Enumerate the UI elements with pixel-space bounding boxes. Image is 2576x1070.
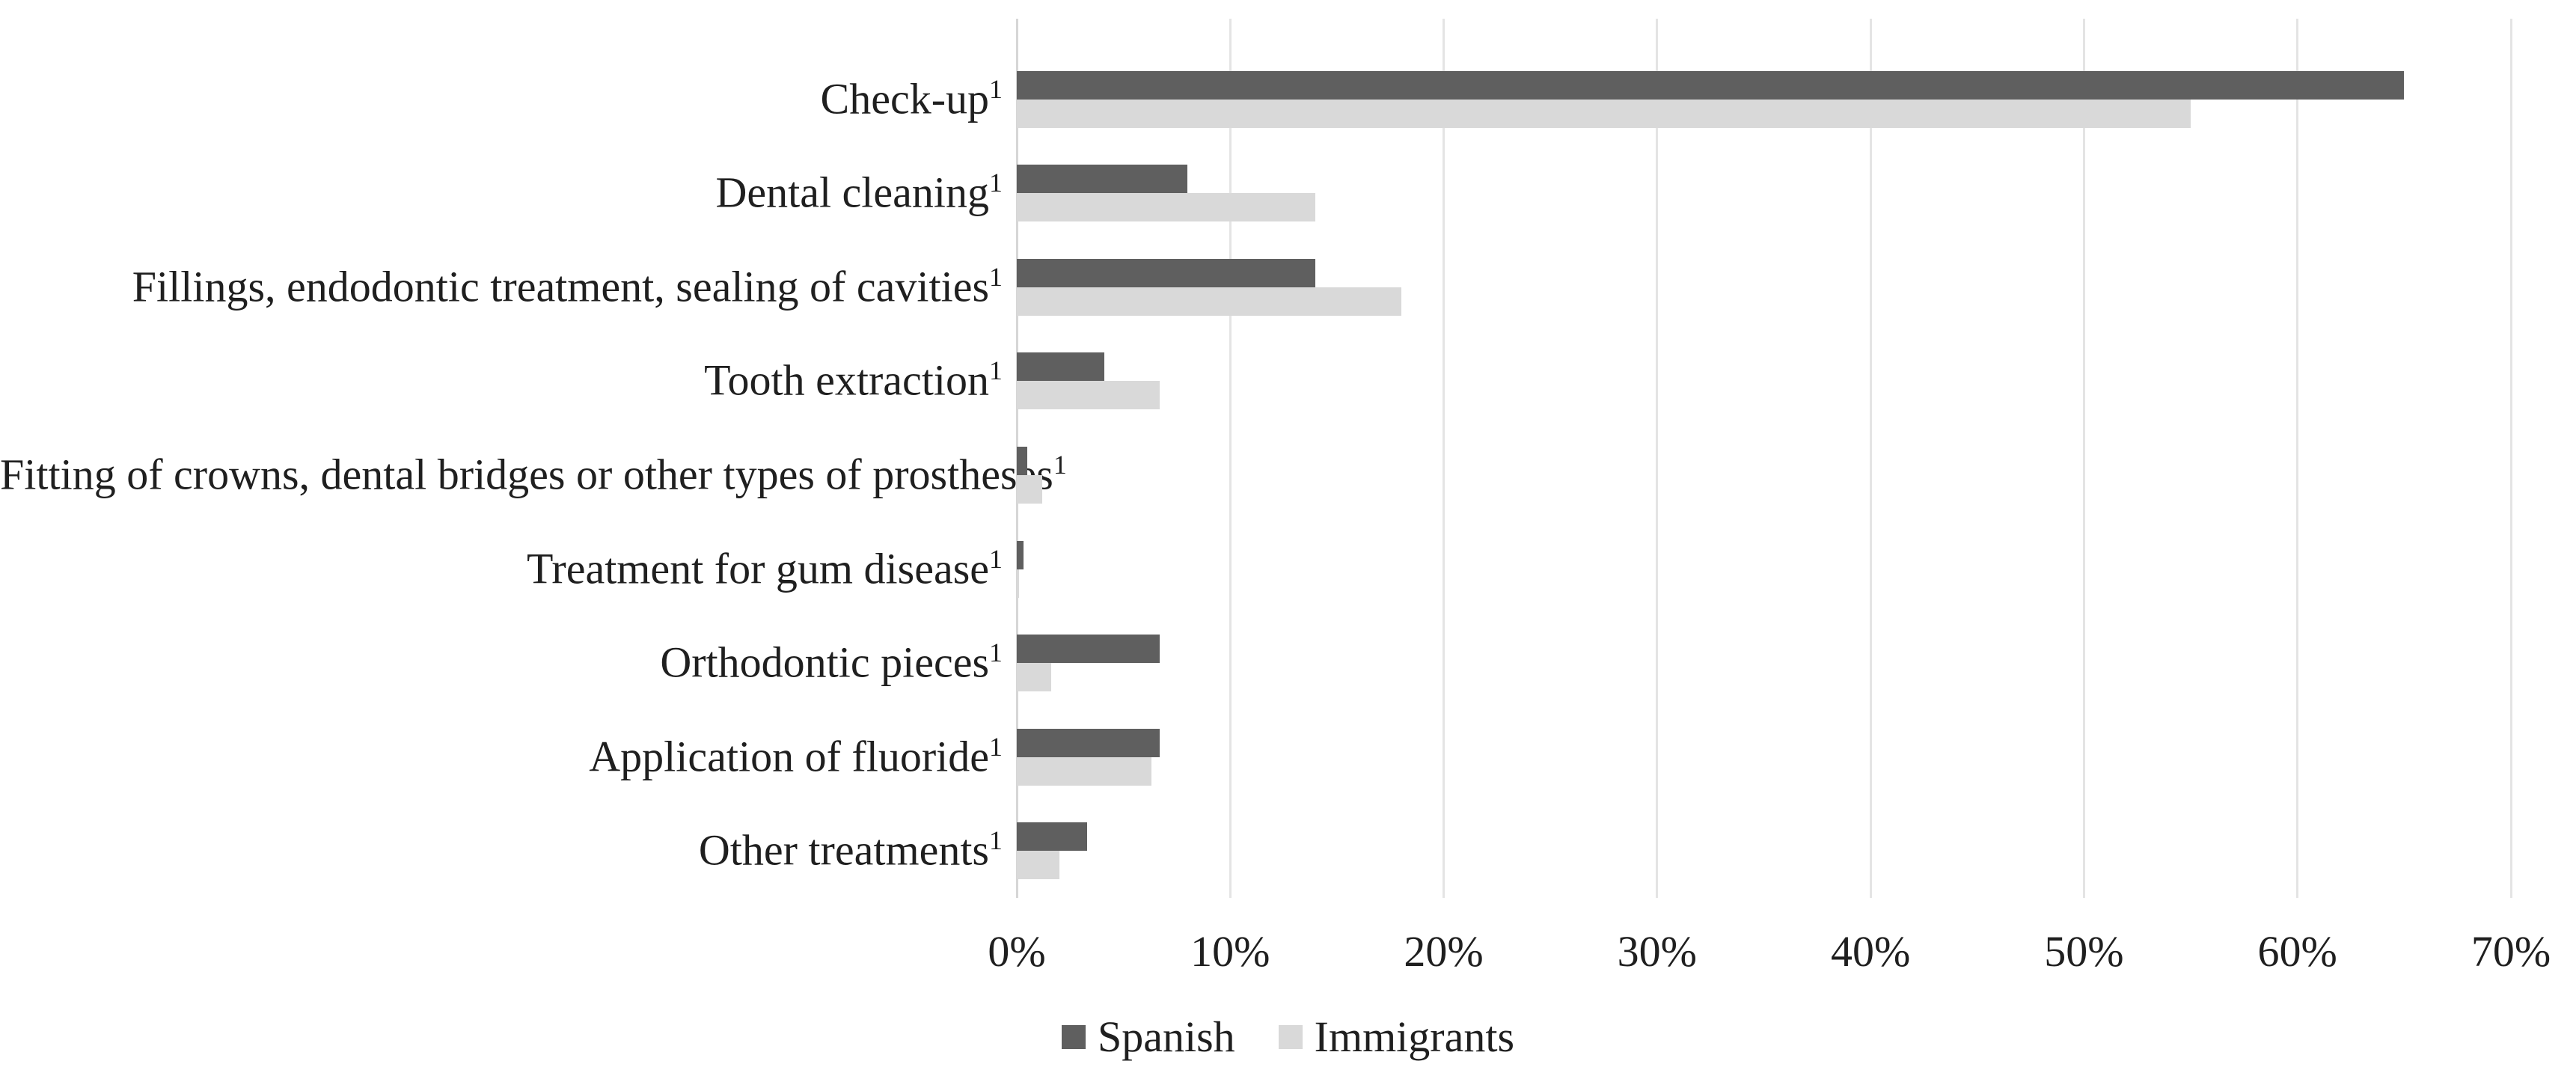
x-gridline [2082,19,2085,898]
footnote-marker: 1 [989,825,1003,856]
bar-immigrants [1017,756,1151,786]
bar-spanish [1017,540,1024,569]
footnote-marker: 1 [989,262,1003,293]
x-tick-label: 60% [2257,927,2337,976]
category-label: Orthodontic pieces1 [660,638,1003,687]
footnote-marker: 1 [989,168,1003,198]
bar-group [1017,635,2511,692]
x-gridline [1869,19,1872,898]
x-gridline [1229,19,1232,898]
category-row: Check-up1 [0,52,2576,147]
bar-immigrants [1017,287,1401,316]
bar-immigrants [1017,193,1316,222]
bar-group [1017,352,2511,410]
x-gridline [2296,19,2299,898]
x-axis: 0% 10% 20% 30% 40% 50% 60% 70% [988,926,2551,979]
bar-spanish [1017,822,1088,852]
bar-immigrants [1017,851,1060,880]
category-label: Tooth extraction1 [704,355,1003,405]
legend-label: Immigrants [1314,1012,1515,1061]
x-gridline [1443,19,1445,898]
legend-item-immigrants: Immigrants [1278,1012,1515,1062]
x-gridline [2509,19,2512,898]
legend: Spanish Immigrants [0,1012,2576,1062]
legend-item-spanish: Spanish [1061,1012,1235,1062]
category-label: Fitting of crowns, dental bridges or oth… [0,450,1067,499]
category-label: Application of fluoride1 [589,731,1003,781]
footnote-marker: 1 [989,355,1003,386]
category-label: Check-up1 [820,73,1003,123]
bar-group [1017,822,2511,880]
category-label: Treatment for gum disease1 [527,543,1003,593]
x-tick-label: 50% [2044,927,2124,976]
footnote-marker: 1 [1053,450,1067,480]
bar-immigrants [1017,474,1043,504]
legend-label: Spanish [1097,1012,1235,1061]
bar-spanish [1017,258,1316,287]
category-row: Dental cleaning1 [0,147,2576,241]
category-label: Fillings, endodontic treatment, sealing … [132,262,1003,311]
bar-group [1017,540,2511,598]
footnote-marker: 1 [989,543,1003,574]
category-label: Other treatments1 [698,825,1003,875]
bar-group [1017,165,2511,222]
footnote-marker: 1 [989,638,1003,668]
category-row: Treatment for gum disease1 [0,522,2576,617]
bar-spanish [1017,635,1160,664]
bar-spanish [1017,70,2405,100]
x-tick-label: 10% [1190,927,1270,976]
footnote-marker: 1 [989,731,1003,762]
x-tick-label: 40% [1830,927,1911,976]
bar-group [1017,258,2511,316]
x-tick-label: 20% [1404,927,1484,976]
legend-swatch [1278,1024,1303,1049]
footnote-marker: 1 [989,73,1003,104]
bar-immigrants [1017,99,2191,128]
category-row: Fitting of crowns, dental bridges or oth… [0,428,2576,522]
x-tick-label: 0% [988,927,1046,976]
category-label: Dental cleaning1 [715,168,1003,217]
bar-immigrants [1017,569,1019,598]
category-row: Orthodontic pieces1 [0,616,2576,710]
category-row: Application of fluoride1 [0,710,2576,804]
bar-group [1017,446,2511,504]
legend-swatch [1061,1024,1086,1049]
bar-immigrants [1017,663,1051,692]
bar-group [1017,728,2511,786]
bar-rows: Check-up1 Dental cleaning1 Fillings, endod… [0,52,2576,898]
bar-spanish [1017,728,1160,757]
category-row: Fillings, endodontic treatment, sealing … [0,240,2576,334]
x-gridline [1656,19,1659,898]
x-tick-label: 70% [2471,927,2551,976]
bar-immigrants [1017,381,1160,410]
bar-group [1017,70,2511,128]
bar-spanish [1017,165,1188,194]
bar-spanish [1017,352,1104,382]
category-row: Other treatments1 [0,804,2576,898]
category-row: Tooth extraction1 [0,334,2576,429]
bar-spanish [1017,446,1028,475]
x-tick-label: 30% [1617,927,1698,976]
